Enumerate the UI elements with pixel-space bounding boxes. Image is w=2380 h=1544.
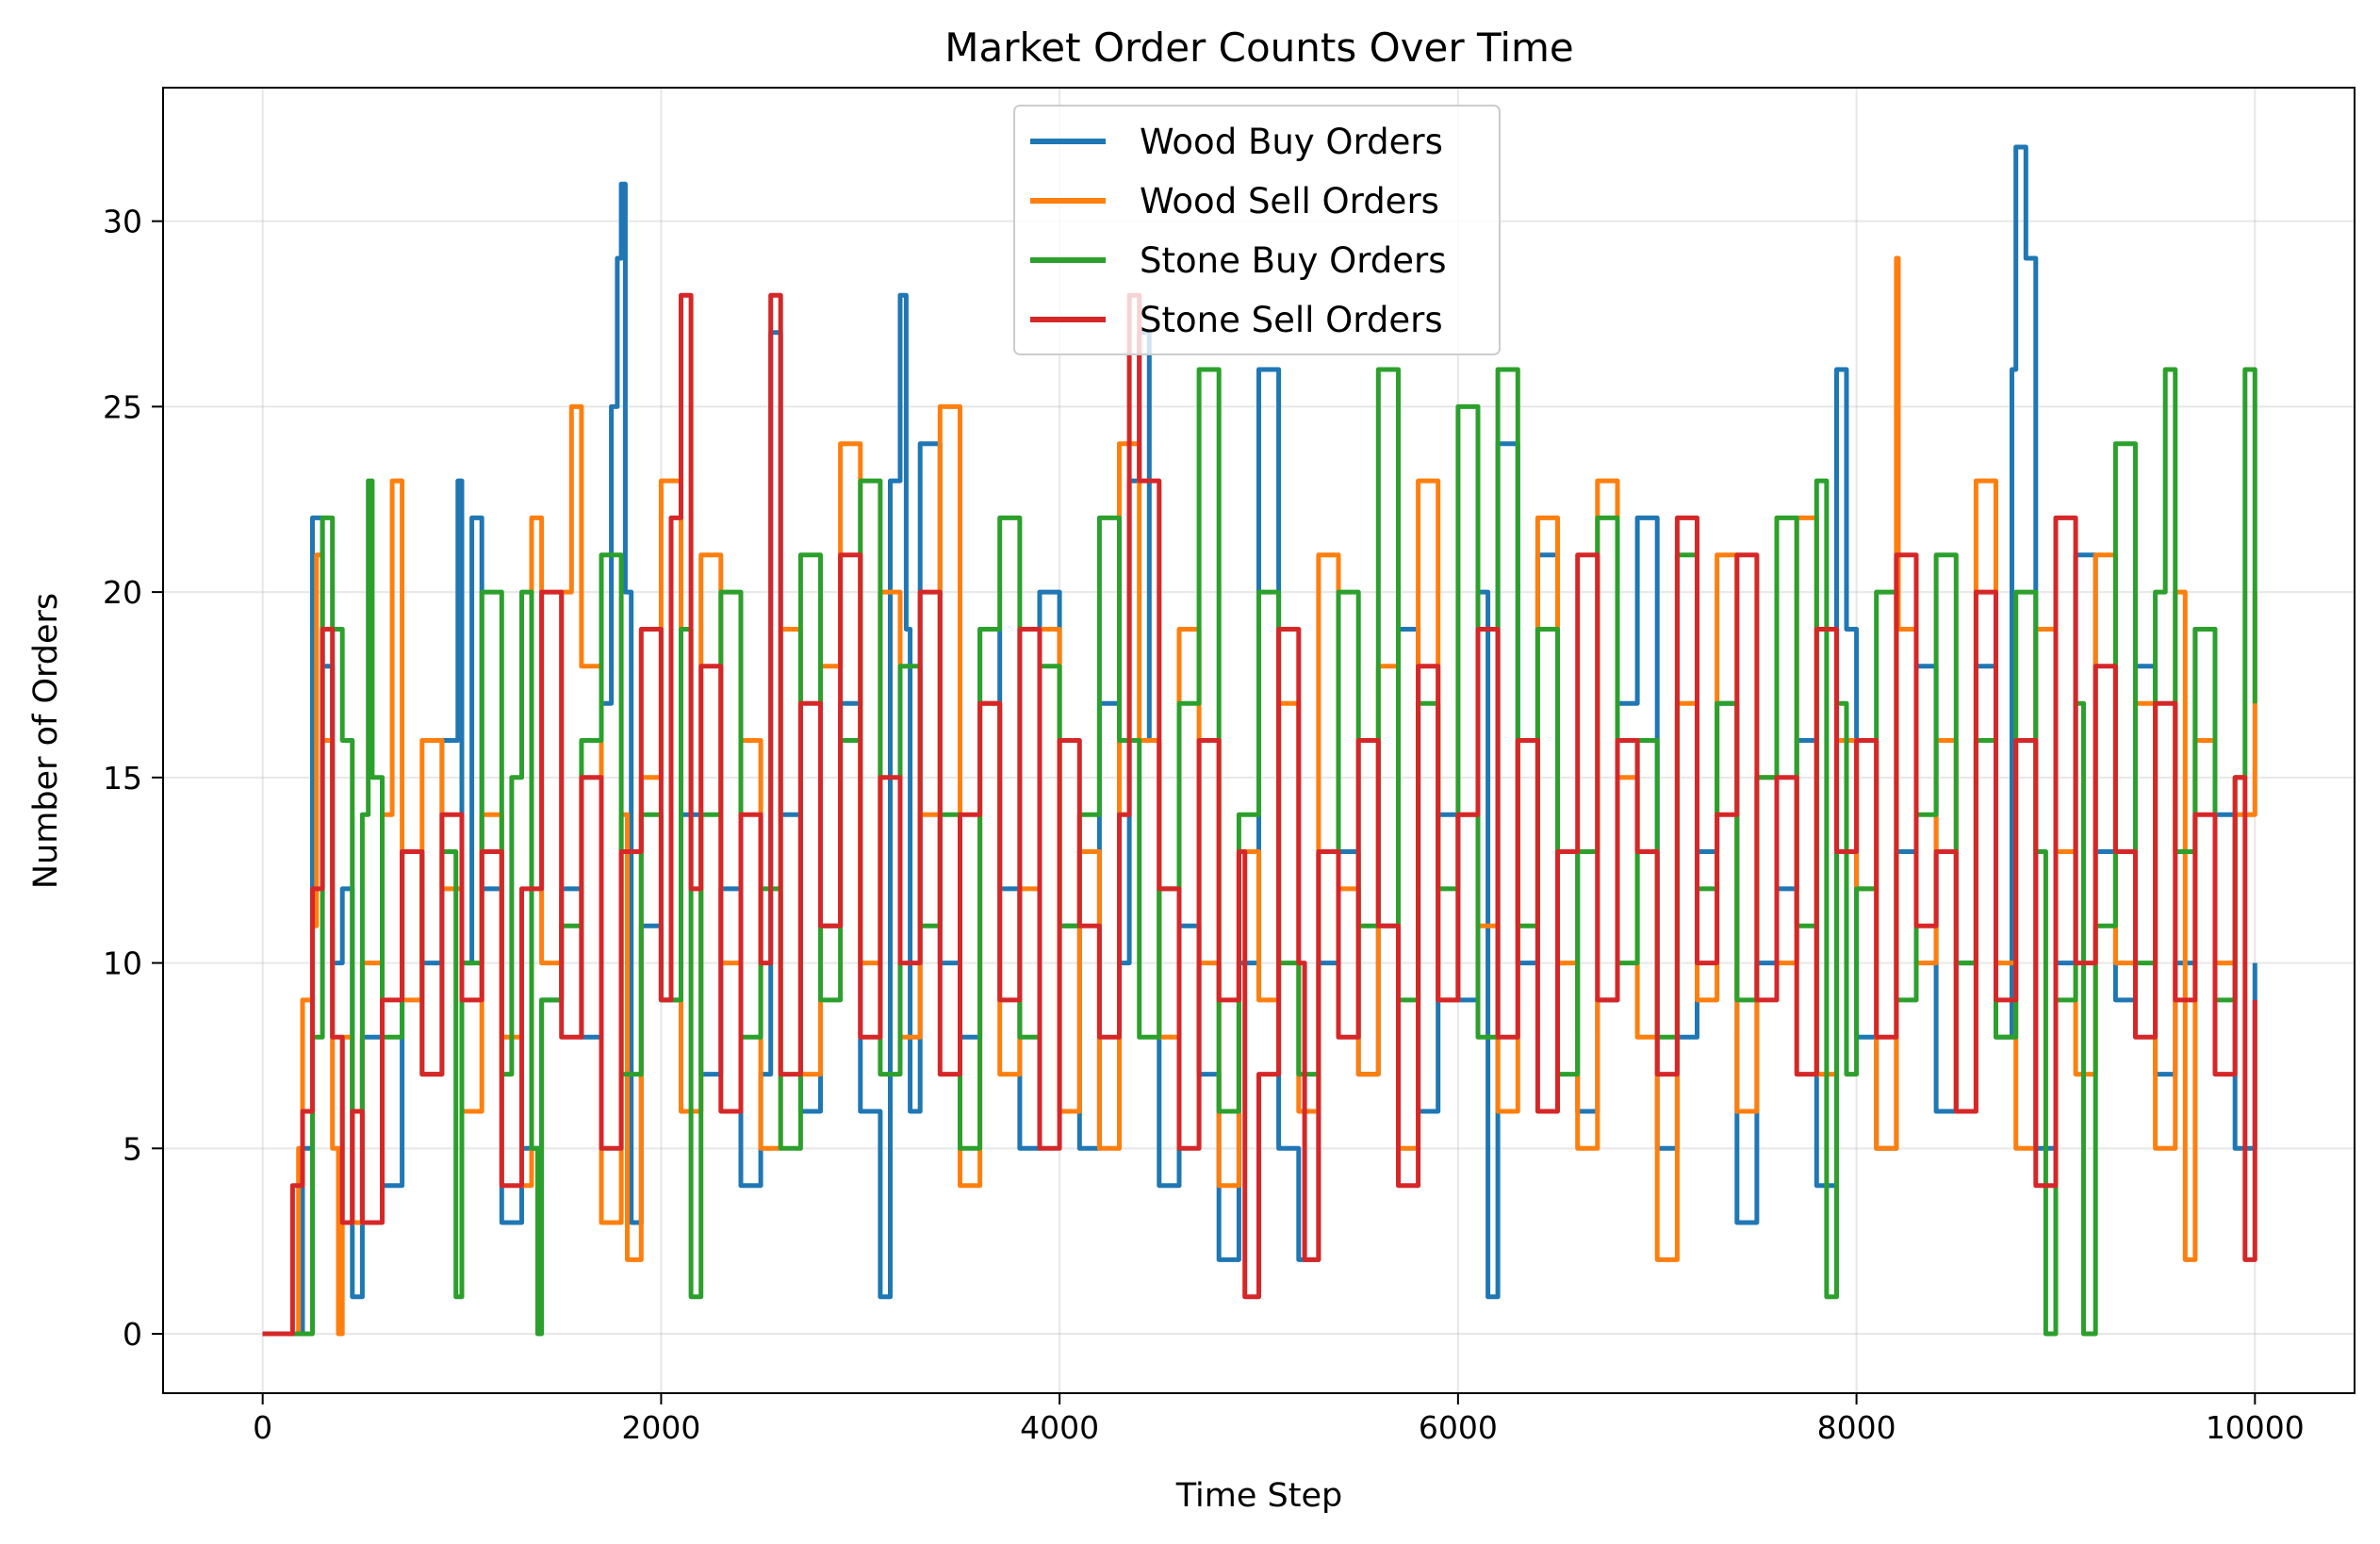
y-tick-label: 15 — [103, 760, 142, 797]
legend-label-wood-buy-orders: Wood Buy Orders — [1140, 122, 1443, 162]
y-tick-label: 5 — [123, 1130, 142, 1167]
y-tick-label: 25 — [103, 388, 142, 425]
legend-label-wood-sell-orders: Wood Sell Orders — [1140, 181, 1439, 222]
x-tick-label: 2000 — [621, 1409, 700, 1446]
x-tick-label: 4000 — [1020, 1409, 1099, 1446]
y-axis-label: Number of Orders — [27, 593, 65, 889]
legend-label-stone-sell-orders: Stone Sell Orders — [1140, 300, 1443, 340]
x-tick-label: 6000 — [1419, 1409, 1498, 1446]
x-tick-label: 8000 — [1817, 1409, 1896, 1446]
plot-series — [262, 144, 2257, 1337]
axis-ticks: 0 2000 4000 6000 8000 10000 0 5 10 15 20 25 30 — [103, 204, 2305, 1446]
legend-box — [1013, 105, 1501, 355]
y-tick-label: 30 — [103, 204, 142, 240]
x-tick-label: 10000 — [2206, 1409, 2305, 1446]
legend: Wood Buy Orders Wood Sell Orders Stone Buy… — [1013, 105, 1501, 355]
series-line-stone-sell-orders — [262, 292, 2257, 1337]
y-tick-label: 0 — [123, 1316, 142, 1353]
plot-area-frame — [162, 87, 2355, 1394]
y-tick-label: 10 — [103, 945, 142, 982]
x-tick-label: 0 — [253, 1409, 272, 1446]
series-line-stone-buy-orders — [262, 367, 2257, 1337]
y-tick-label: 20 — [103, 574, 142, 611]
chart-title: Market Order Counts Over Time — [944, 25, 1574, 71]
legend-label-stone-buy-orders: Stone Buy Orders — [1140, 240, 1447, 281]
x-axis-label: Time Step — [1175, 1477, 1342, 1515]
